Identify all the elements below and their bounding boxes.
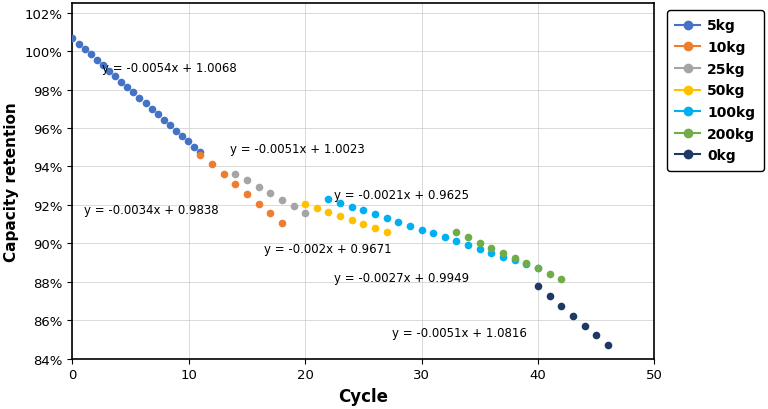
Text: y = -0.0051x + 1.0023: y = -0.0051x + 1.0023 — [230, 142, 364, 155]
Text: y = -0.002x + 0.9671: y = -0.002x + 0.9671 — [264, 242, 392, 255]
Text: y = -0.0051x + 1.0816: y = -0.0051x + 1.0816 — [392, 326, 528, 339]
Text: y = -0.0054x + 1.0068: y = -0.0054x + 1.0068 — [101, 62, 237, 75]
Legend: 5kg, 10kg, 25kg, 50kg, 100kg, 200kg, 0kg: 5kg, 10kg, 25kg, 50kg, 100kg, 200kg, 0kg — [667, 11, 763, 171]
Text: y = -0.0021x + 0.9625: y = -0.0021x + 0.9625 — [334, 189, 469, 201]
Y-axis label: Capacity retention: Capacity retention — [4, 102, 19, 261]
X-axis label: Cycle: Cycle — [339, 387, 389, 405]
Text: y = -0.0034x + 0.9838: y = -0.0034x + 0.9838 — [84, 204, 219, 217]
Text: y = -0.0027x + 0.9949: y = -0.0027x + 0.9949 — [334, 272, 469, 285]
